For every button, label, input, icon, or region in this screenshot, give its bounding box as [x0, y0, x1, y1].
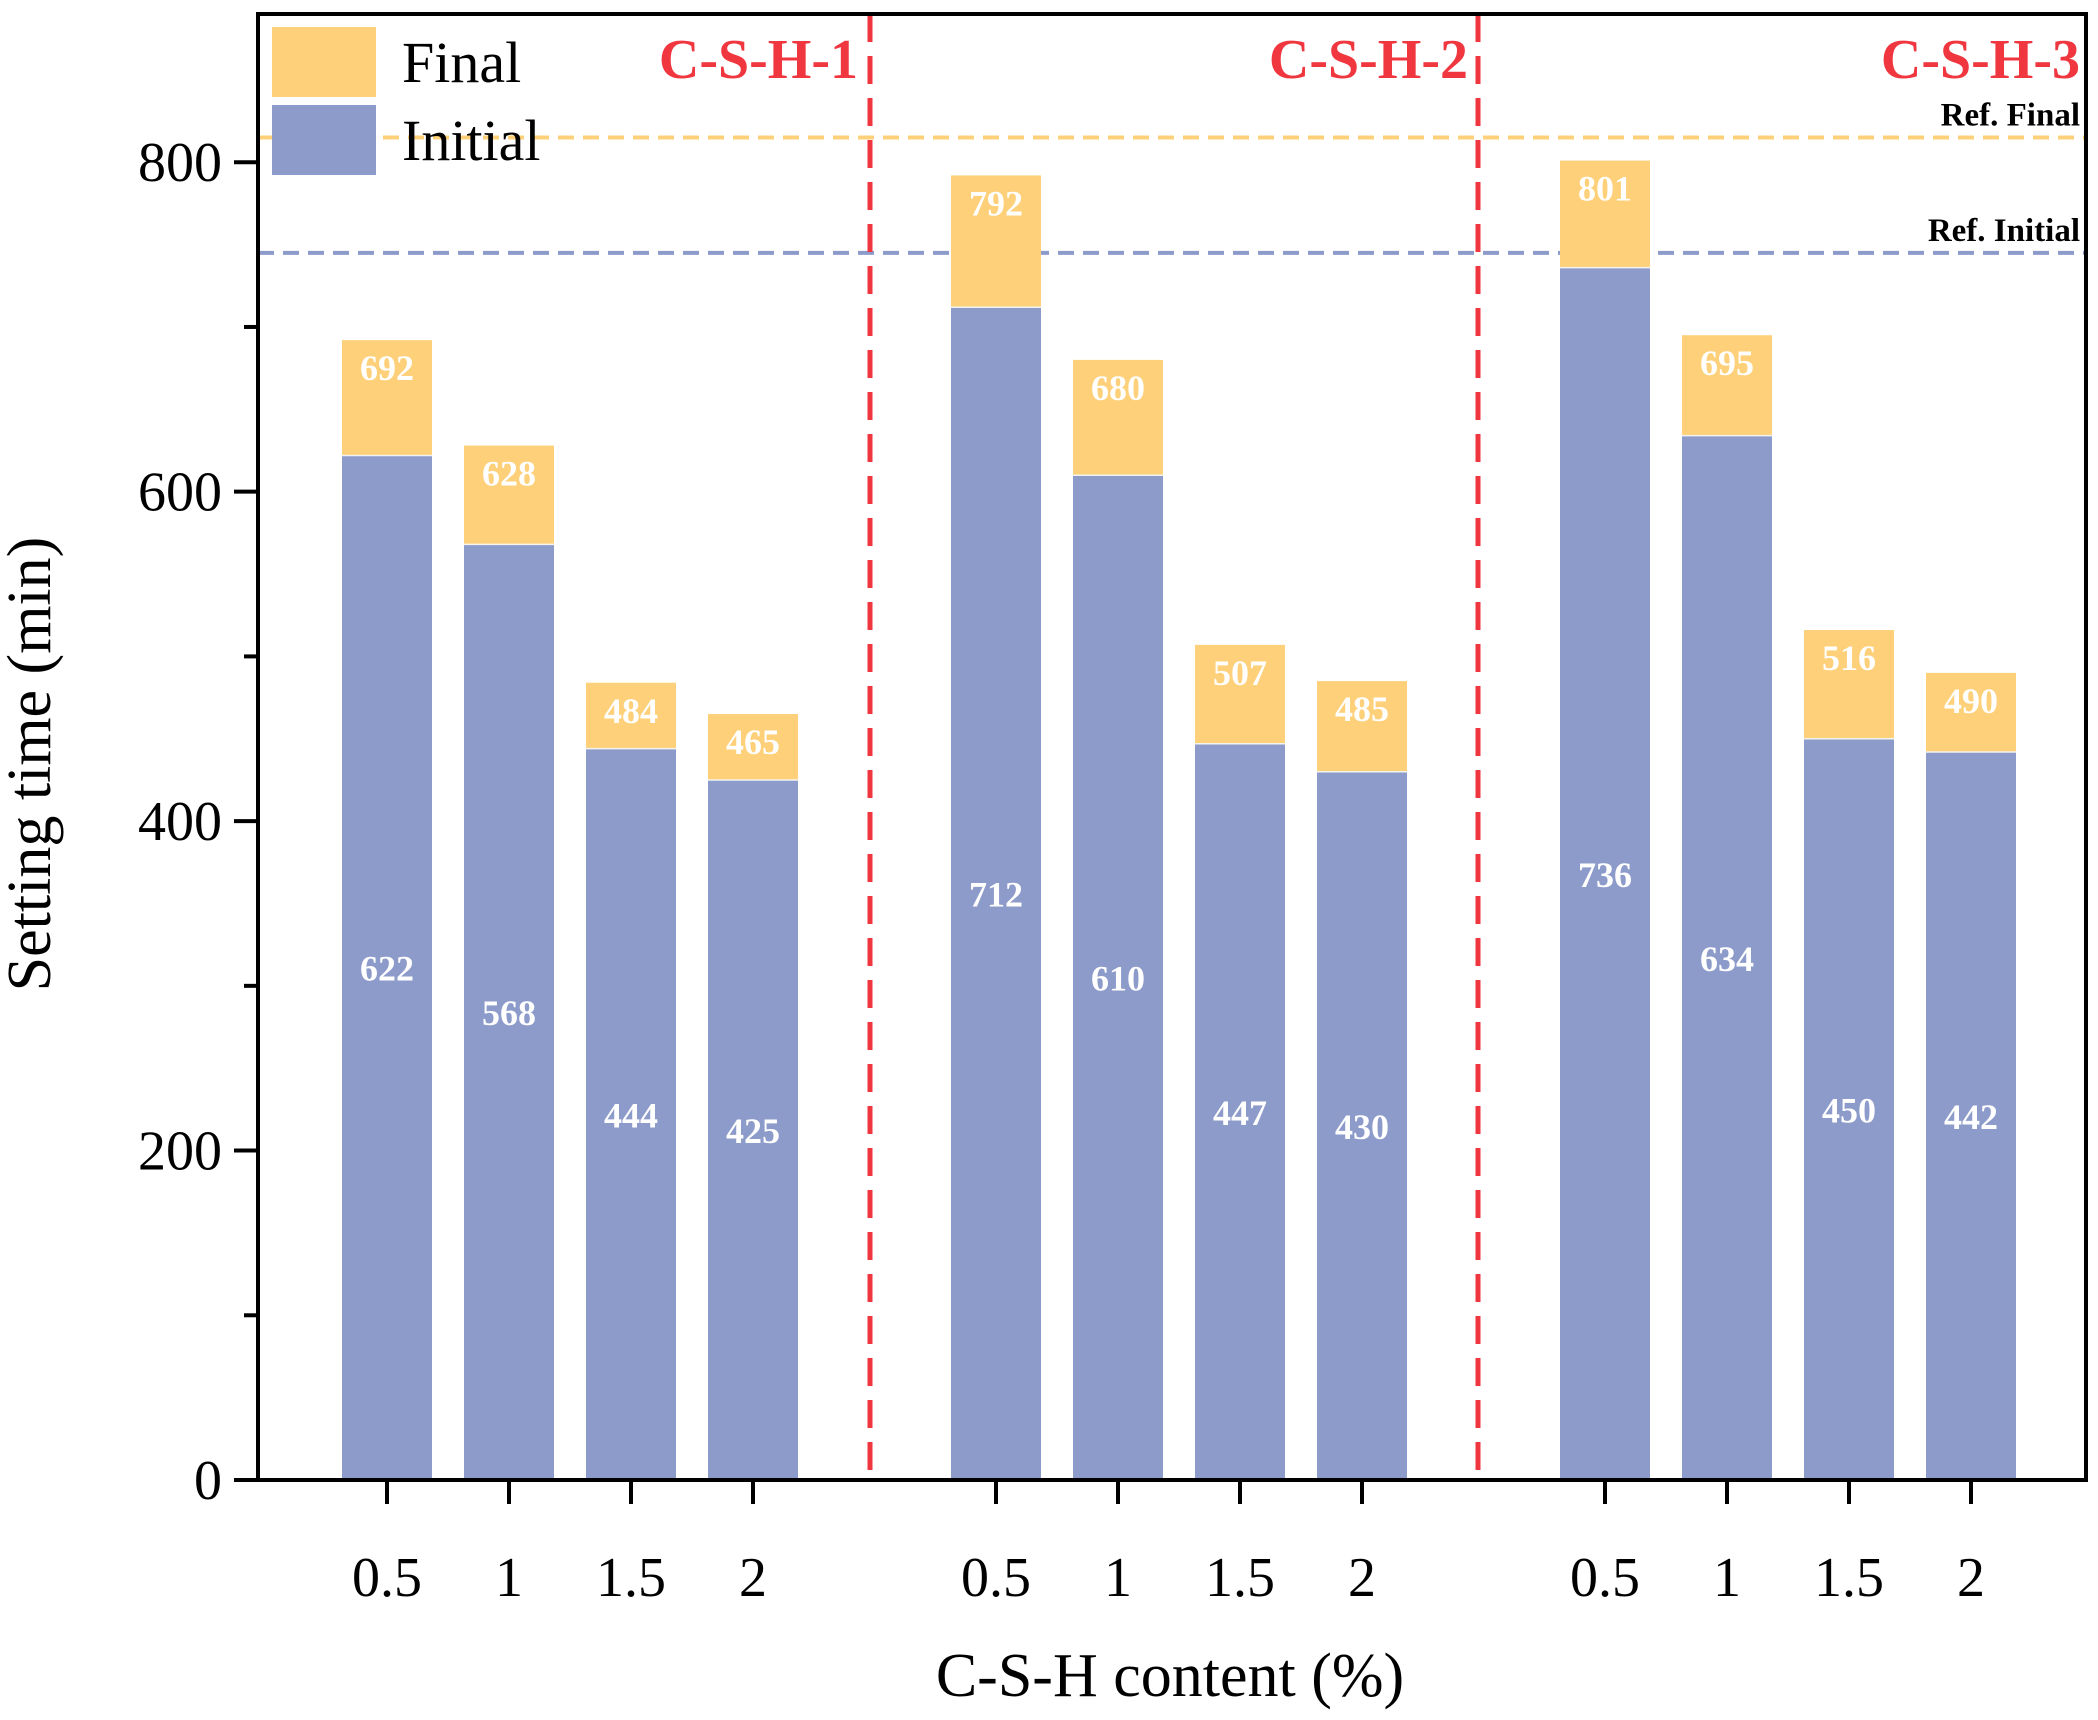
x-tick-label: 2 [1957, 1547, 1985, 1609]
axes: 0.5 1 1.5 2 0.5 1 1.5 2 0.5 1 1.5 2 0 200 400 600 800 [138, 12, 2088, 1609]
initial-value-label: 425 [726, 1111, 780, 1151]
y-tick-label: 200 [138, 1121, 222, 1183]
legend-label-initial: Initial [402, 108, 541, 173]
bar-initial [1804, 738, 1894, 1480]
initial-value-label: 568 [482, 993, 536, 1033]
bar-value-labels: 692 622 628 568 484 444 465 425 792 712 680 610 507 4… [360, 169, 1998, 1151]
group-label-3: C-S-H-3 [1881, 29, 2080, 91]
final-value-label: 628 [482, 454, 536, 494]
y-tick-label: 400 [138, 791, 222, 853]
initial-value-label: 736 [1578, 855, 1632, 895]
bar-initial [1073, 475, 1163, 1480]
bar-initial [1560, 267, 1650, 1480]
bar-initial [708, 779, 798, 1480]
initial-value-label: 430 [1335, 1107, 1389, 1147]
final-value-label: 507 [1213, 653, 1267, 693]
initial-value-label: 442 [1944, 1097, 1998, 1137]
x-tick-label: 1 [1104, 1547, 1132, 1609]
x-tick-label: 0.5 [352, 1547, 422, 1609]
legend: Final Initial [272, 27, 541, 175]
initial-value-label: 450 [1822, 1090, 1876, 1130]
legend-label-final: Final [402, 30, 521, 95]
y-axis-label: Setting time (min) [0, 537, 64, 992]
final-value-label: 484 [604, 691, 658, 731]
bar-initial [1926, 751, 2016, 1480]
legend-swatch-initial [272, 105, 376, 175]
legend-swatch-final [272, 27, 376, 97]
reference-lines: Ref. Final Ref. Initial [258, 98, 2086, 255]
bar-initial [1317, 771, 1407, 1480]
initial-value-label: 444 [604, 1095, 658, 1135]
x-tick-label: 1.5 [596, 1547, 666, 1609]
x-tick-label: 0.5 [1570, 1547, 1640, 1609]
y-tick-label: 800 [138, 132, 222, 194]
y-tick-label: 0 [194, 1450, 222, 1512]
initial-value-label: 610 [1091, 959, 1145, 999]
x-tick-label: 1 [495, 1547, 523, 1609]
bar-initial [1682, 435, 1772, 1480]
bar-initial [464, 544, 554, 1480]
final-value-label: 695 [1700, 343, 1754, 383]
bar-initial [342, 455, 432, 1480]
initial-value-label: 622 [360, 949, 414, 989]
x-tick-label: 1.5 [1814, 1547, 1884, 1609]
final-value-label: 490 [1944, 681, 1998, 721]
x-tick-label: 1 [1713, 1547, 1741, 1609]
bar-initial [586, 748, 676, 1480]
final-value-label: 692 [360, 348, 414, 388]
plot-frame [256, 12, 2088, 1482]
group-label-1: C-S-H-1 [659, 29, 858, 91]
x-tick-label: 0.5 [961, 1547, 1031, 1609]
bars [342, 160, 2016, 1481]
initial-value-label: 634 [1700, 939, 1754, 979]
group-separators [867, 14, 1481, 1480]
group-label-2: C-S-H-2 [1269, 29, 1468, 91]
final-value-label: 465 [726, 722, 780, 762]
x-axis-label: C-S-H content (%) [936, 1642, 1404, 1710]
y-tick-label: 600 [138, 462, 222, 524]
final-value-label: 801 [1578, 169, 1632, 209]
x-tick-label: 2 [739, 1547, 767, 1609]
initial-value-label: 447 [1213, 1093, 1267, 1133]
x-tick-label: 2 [1348, 1547, 1376, 1609]
final-value-label: 680 [1091, 368, 1145, 408]
final-value-label: 516 [1822, 638, 1876, 678]
bar-initial [951, 307, 1041, 1481]
initial-value-label: 712 [969, 875, 1023, 915]
reference-line-label: Ref. Initial [1928, 213, 2080, 249]
bar-initial [1195, 743, 1285, 1480]
reference-line-label: Ref. Final [1941, 98, 2080, 134]
final-value-label: 792 [969, 183, 1023, 223]
x-tick-label: 1.5 [1205, 1547, 1275, 1609]
group-labels: C-S-H-1 C-S-H-2 C-S-H-3 [659, 29, 2080, 91]
final-value-label: 485 [1335, 689, 1389, 729]
